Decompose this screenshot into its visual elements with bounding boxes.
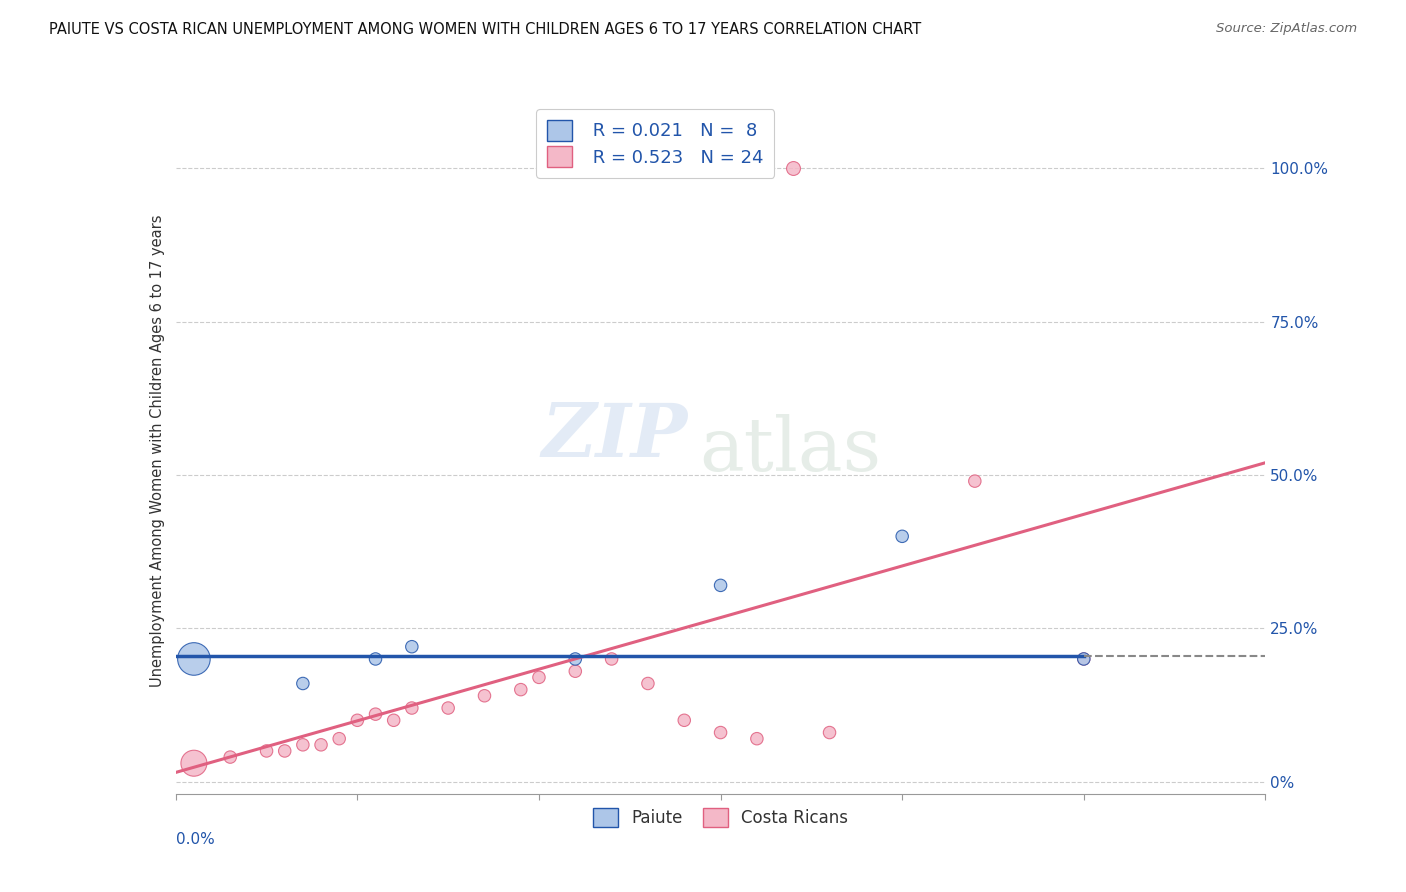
Point bbox=[1073, 652, 1095, 666]
Point bbox=[564, 652, 586, 666]
Text: ZIP: ZIP bbox=[541, 401, 688, 473]
Legend: Paiute, Costa Ricans: Paiute, Costa Ricans bbox=[586, 801, 855, 834]
Text: PAIUTE VS COSTA RICAN UNEMPLOYMENT AMONG WOMEN WITH CHILDREN AGES 6 TO 17 YEARS : PAIUTE VS COSTA RICAN UNEMPLOYMENT AMONG… bbox=[49, 22, 921, 37]
Point bbox=[782, 161, 804, 176]
Point bbox=[291, 738, 314, 752]
Point bbox=[818, 725, 841, 739]
Point bbox=[219, 750, 242, 764]
Point bbox=[564, 664, 586, 679]
Text: atlas: atlas bbox=[699, 414, 882, 487]
Point bbox=[401, 640, 423, 654]
Point bbox=[745, 731, 768, 746]
Point bbox=[637, 676, 659, 690]
Text: Source: ZipAtlas.com: Source: ZipAtlas.com bbox=[1216, 22, 1357, 36]
Point bbox=[437, 701, 460, 715]
Y-axis label: Unemployment Among Women with Children Ages 6 to 17 years: Unemployment Among Women with Children A… bbox=[149, 214, 165, 687]
Point bbox=[474, 689, 496, 703]
Point bbox=[364, 652, 387, 666]
Point bbox=[1073, 652, 1095, 666]
Point bbox=[401, 701, 423, 715]
Point bbox=[256, 744, 278, 758]
Text: 0.0%: 0.0% bbox=[176, 831, 215, 847]
Point bbox=[346, 714, 368, 728]
Point bbox=[527, 670, 550, 684]
Point bbox=[600, 652, 623, 666]
Point bbox=[328, 731, 350, 746]
Point bbox=[710, 725, 733, 739]
Point bbox=[963, 474, 986, 488]
Point bbox=[710, 578, 733, 592]
Point bbox=[291, 676, 314, 690]
Point bbox=[183, 756, 205, 771]
Point bbox=[309, 738, 332, 752]
Point bbox=[673, 714, 696, 728]
Point bbox=[509, 682, 531, 697]
Point bbox=[891, 529, 914, 543]
Point bbox=[274, 744, 297, 758]
Point bbox=[183, 652, 205, 666]
Point bbox=[382, 714, 405, 728]
Point bbox=[364, 707, 387, 722]
